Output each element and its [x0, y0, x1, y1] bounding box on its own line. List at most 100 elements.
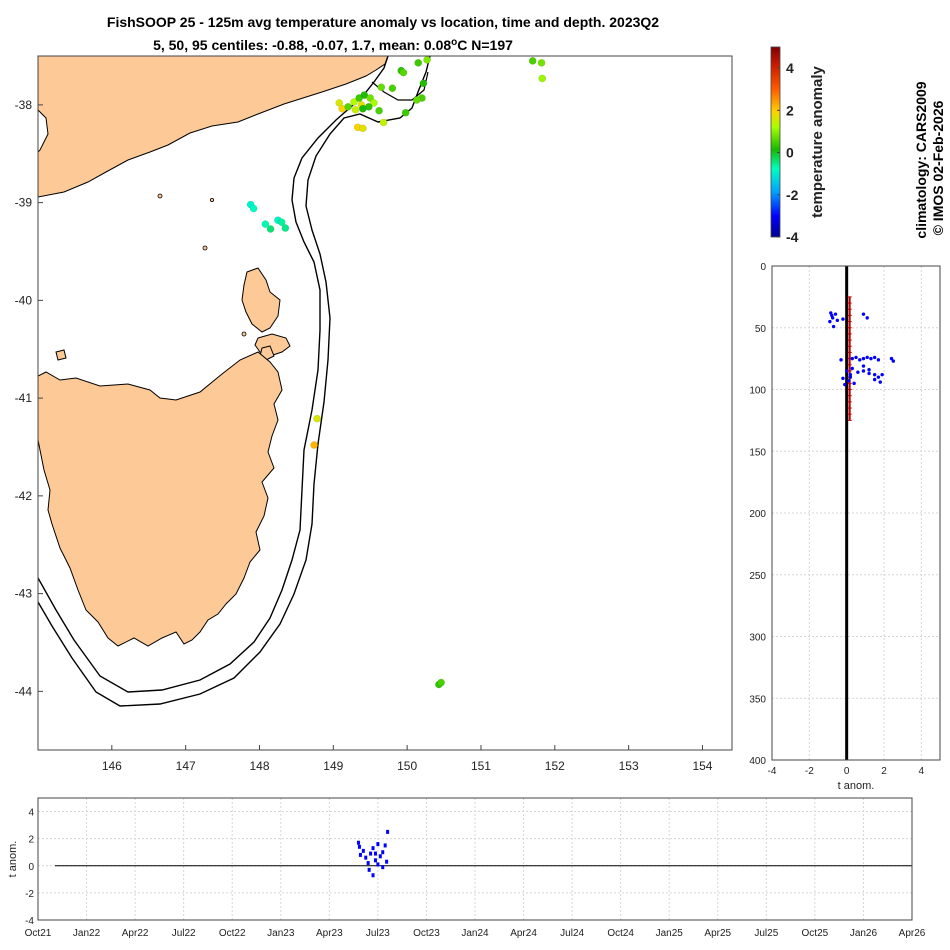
depth-data-point: [833, 312, 838, 316]
map-data-point: [310, 441, 318, 449]
ts-ytick-label: -2: [25, 889, 34, 900]
ts-xtick-label: Jan24: [461, 928, 489, 939]
map-data-point: [412, 96, 421, 104]
depth-xtick-label: -4: [768, 766, 777, 777]
ts-data-point: [381, 850, 385, 855]
depth-data-point: [830, 316, 835, 320]
colorbar: 4 2 0 -2 -4 temperature anomaly: [770, 46, 826, 245]
depth-ytick-label: 50: [755, 324, 767, 335]
ts-data-point: [386, 829, 390, 834]
map-xtick-label: 151: [471, 759, 491, 773]
depth-data-point: [869, 356, 873, 361]
map-panel: 146 147 148 149 150 151 152 153 154 -38 -39 -40 -41 -…: [15, 55, 733, 773]
depth-ytick-label: 200: [749, 509, 766, 520]
map-xtick-label: 147: [176, 759, 196, 773]
depth-data-point: [846, 379, 851, 383]
isobath-inner: [38, 56, 389, 693]
depth-data-point: [848, 375, 853, 379]
depth-data-point: [867, 371, 871, 376]
map-points: [246, 56, 547, 689]
map-xtick-label: 149: [323, 759, 343, 773]
depth-data-point: [872, 372, 877, 377]
map-data-point: [399, 68, 408, 77]
map-data-point: [359, 104, 367, 113]
map-data-point: [377, 83, 386, 92]
depth-data-point: [856, 370, 860, 374]
map-data-point: [537, 58, 546, 67]
depth-data-point: [861, 356, 866, 361]
depth-data-point: [854, 355, 858, 360]
depth-data-point: [841, 317, 845, 321]
map-data-point: [375, 106, 383, 115]
depth-data-point: [828, 319, 832, 324]
ts-xtick-label: Apr24: [510, 928, 537, 939]
colorbar-label: temperature anomaly: [809, 65, 826, 217]
map-data-point: [344, 102, 352, 111]
colorbar-tick-label: -4: [786, 229, 799, 245]
colorbar-tick-label: 4: [786, 60, 794, 76]
ts-xtick-label: Oct24: [607, 928, 634, 939]
ts-xtick-label: Jul25: [754, 928, 778, 939]
map-data-point: [350, 98, 358, 106]
ts-xtick-label: Jul24: [560, 928, 584, 939]
map-data-point: [351, 105, 360, 114]
ts-data-point: [376, 862, 380, 867]
depth-data-point: [858, 358, 862, 362]
chart-subtitle: 5, 50, 95 centiles: -0.88, -0.07, 1.7, m…: [153, 37, 513, 54]
depth-data-point: [891, 359, 896, 363]
ts-ylabel: t anom.: [7, 841, 19, 878]
ts-data-point: [371, 873, 375, 878]
ts-data-point: [371, 846, 375, 851]
map-data-point: [379, 118, 388, 127]
depth-xlabel: t anom.: [838, 780, 875, 792]
ts-data-point: [364, 855, 368, 860]
depth-plot-frame: [771, 265, 941, 761]
land-islet: [241, 331, 247, 337]
map-data-point: [277, 218, 286, 227]
map-ytick-label: -38: [15, 98, 33, 112]
ts-xtick-label: Jan26: [850, 928, 878, 939]
ts-ytick-label: 2: [28, 835, 34, 846]
map-ytick-label: -41: [15, 391, 33, 405]
ts-xtick-label: Jan22: [73, 928, 101, 939]
map-frame: [37, 55, 733, 751]
map-data-point: [414, 58, 423, 67]
land-tasmania: [38, 351, 283, 647]
map-data-point: [266, 225, 275, 233]
depth-data-point: [839, 358, 843, 362]
ts-xtick-label: Apr25: [704, 928, 731, 939]
depth-data-point: [889, 356, 894, 361]
depth-xtick-label: -2: [805, 766, 814, 777]
map-data-point: [335, 99, 344, 107]
map-data-point: [437, 678, 445, 687]
ts-data-point: [373, 851, 377, 856]
time-series-panel: Oct21 Jan22 Apr22 Jul22 Oct22 Jan23 Apr23 Jul23…: [7, 797, 926, 939]
depth-ytick-label: 250: [749, 571, 766, 582]
map-data-point: [388, 84, 397, 93]
depth-data-point: [880, 372, 884, 377]
ts-data-point: [373, 858, 377, 863]
ts-xtick-label: Apr26: [899, 928, 926, 939]
map-ytick-label: -44: [15, 684, 33, 698]
ts-xtick-label: Oct23: [413, 928, 440, 939]
depth-data-point: [861, 364, 866, 368]
isobath-outer: [38, 56, 431, 707]
ts-plot-frame: [37, 797, 913, 921]
ts-data-point: [367, 867, 371, 872]
map-data-point: [419, 79, 428, 88]
ts-ytick-label: 4: [28, 808, 34, 819]
map-data-point: [528, 57, 537, 65]
colorbar-tick-label: -2: [786, 187, 799, 203]
depth-data-point: [876, 358, 881, 362]
map-ytick-label: -40: [15, 293, 33, 307]
depth-data-point: [872, 355, 877, 360]
depth-data-point: [835, 318, 840, 323]
ts-data-point: [385, 859, 389, 864]
depth-points: [828, 311, 896, 387]
ts-data-point: [356, 840, 360, 845]
depth-data-point: [861, 312, 866, 316]
depth-data-point: [861, 369, 866, 373]
ts-data-point: [376, 842, 380, 847]
depth-xtick-label: 4: [919, 766, 925, 777]
